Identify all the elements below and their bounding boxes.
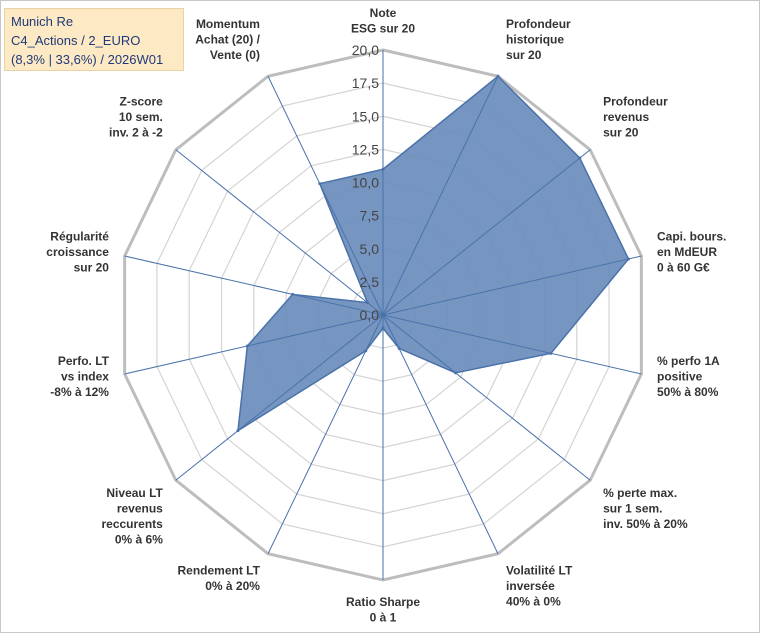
data-point-3	[626, 257, 630, 261]
axis-spoke-2	[382, 149, 591, 316]
axis-label-5: % perte max. sur 1 sem. inv. 50% à 20%	[603, 486, 688, 531]
axis-spoke-9	[175, 314, 384, 481]
axis-label-2: Profondeur revenus sur 20	[603, 95, 668, 140]
axis-label-line: positive	[657, 369, 703, 383]
axis-label-line: 50% à 80%	[657, 385, 719, 399]
axis-label-line: 10 sem.	[119, 110, 163, 124]
axis-spoke-3	[382, 255, 642, 316]
axis-label-line: Momentum	[196, 17, 260, 31]
tick-label-6: 15,0	[352, 108, 379, 124]
axis-label-9: Niveau LT revenus reccurents 0% à 6%	[101, 486, 163, 546]
axis-label-line: Régularité	[50, 230, 109, 244]
axis-label-line: sur 20	[603, 126, 639, 140]
axis-spoke-4	[382, 314, 642, 375]
data-point-13	[318, 182, 322, 186]
axis-label-12: Z-score 10 sem. inv. 2 à -2	[109, 95, 163, 140]
axis-label-line: sur 20	[506, 48, 542, 62]
axis-label-line: Capi. bours.	[657, 230, 726, 244]
axis-label-line: Profondeur	[603, 95, 668, 109]
axis-spoke-11	[124, 255, 384, 316]
axis-label-line: en MdEUR	[657, 245, 717, 259]
axis-spoke-5	[382, 314, 591, 481]
axis-spoke-8	[267, 314, 384, 554]
axis-label-line: Z-score	[120, 95, 164, 109]
data-point-10	[245, 344, 249, 348]
title-line-3: (8,3% | 33,6%) / 2026W01	[11, 52, 164, 67]
axis-label-6: Volatilité LT inversée 40% à 0%	[506, 563, 573, 608]
axis-label-line: Volatilité LT	[506, 563, 573, 577]
axis-label-line: Vente (0)	[210, 48, 260, 62]
data-point-2	[578, 156, 582, 160]
axis-label-line: Rendement LT	[177, 563, 260, 577]
tick-label-0: 0,0	[360, 307, 380, 323]
data-point-0	[381, 167, 385, 171]
axis-label-8: Rendement LT 0% à 20%	[177, 563, 260, 593]
chart-title-box: Munich Re C4_Actions / 2_EURO (8,3% | 33…	[4, 8, 184, 71]
axis-label-line: Profondeur	[506, 17, 571, 31]
axis-label-line: revenus	[603, 110, 649, 124]
axis-label-line: croissance	[46, 245, 109, 259]
axis-label-line: revenus	[117, 501, 163, 515]
axis-label-line: historique	[506, 33, 564, 47]
axis-spoke-6	[382, 314, 499, 554]
axis-label-line: Perfo. LT	[58, 354, 110, 368]
axis-label-line: 0% à 20%	[205, 579, 260, 593]
axis-label-line: 0 à 60 G€	[657, 261, 710, 275]
data-point-6	[397, 346, 401, 350]
data-point-12	[365, 301, 369, 305]
axis-label-11: Régularité croissance sur 20	[46, 230, 109, 275]
axis-label-line: 0 à 1	[370, 611, 397, 625]
axis-spoke-10	[124, 314, 384, 375]
axis-label-line: Niveau LT	[106, 486, 163, 500]
title-line-1: Munich Re	[11, 14, 74, 29]
axis-label-line: Achat (20) /	[195, 33, 260, 47]
axis-label-line: 0% à 6%	[115, 532, 163, 546]
data-point-9	[236, 429, 240, 433]
axis-label-line: % perte max.	[603, 486, 677, 500]
axis-spoke-1	[382, 76, 499, 316]
axis-label-1: Profondeur historique sur 20	[506, 17, 571, 62]
tick-label-7: 17,5	[352, 75, 379, 91]
data-point-5	[454, 371, 458, 375]
axis-label-4: % perfo 1A positive 50% à 80%	[657, 354, 720, 399]
axis-label-line: Ratio Sharpe	[346, 595, 420, 609]
axis-label-line: Note	[370, 6, 397, 20]
axis-label-line: % perfo 1A	[657, 354, 720, 368]
data-point-4	[549, 351, 553, 355]
axis-spoke-13	[267, 76, 384, 316]
axis-label-line: vs index	[61, 369, 109, 383]
axis-label-0: Note ESG sur 20	[351, 6, 415, 36]
data-point-1	[496, 74, 500, 78]
tick-label-4: 10,0	[352, 175, 379, 191]
axis-label-line: ESG sur 20	[351, 22, 415, 36]
tick-label-5: 12,5	[352, 141, 379, 157]
title-line-2: C4_Actions / 2_EURO	[11, 33, 141, 48]
axis-label-13: Momentum Achat (20) / Vente (0)	[195, 17, 260, 62]
data-point-11	[291, 292, 295, 296]
axis-label-line: inversée	[506, 579, 555, 593]
axis-label-line: reccurents	[101, 517, 163, 531]
axis-label-line: sur 1 sem.	[603, 501, 662, 515]
axis-label-7: Ratio Sharpe 0 à 1	[346, 595, 420, 625]
axis-label-line: 40% à 0%	[506, 594, 561, 608]
tick-label-8: 20,0	[352, 42, 379, 58]
data-point-8	[364, 349, 368, 353]
axis-label-line: inv. 50% à 20%	[603, 517, 688, 531]
axis-label-line: sur 20	[74, 261, 110, 275]
axis-label-3: Capi. bours. en MdEUR 0 à 60 G€	[657, 230, 726, 275]
series-area	[237, 75, 630, 433]
tick-label-1: 2,5	[360, 274, 380, 290]
data-point-7	[381, 326, 385, 330]
axis-label-line: -8% à 12%	[50, 385, 109, 399]
axis-spoke-12	[175, 149, 384, 316]
axis-label-line: inv. 2 à -2	[109, 126, 163, 140]
tick-label-2: 5,0	[360, 241, 380, 257]
axis-label-10: Perfo. LT vs index -8% à 12%	[50, 354, 109, 399]
tick-label-3: 7,5	[360, 208, 380, 224]
